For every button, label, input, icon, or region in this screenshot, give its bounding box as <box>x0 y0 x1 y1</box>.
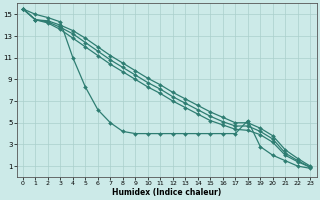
X-axis label: Humidex (Indice chaleur): Humidex (Indice chaleur) <box>112 188 221 197</box>
